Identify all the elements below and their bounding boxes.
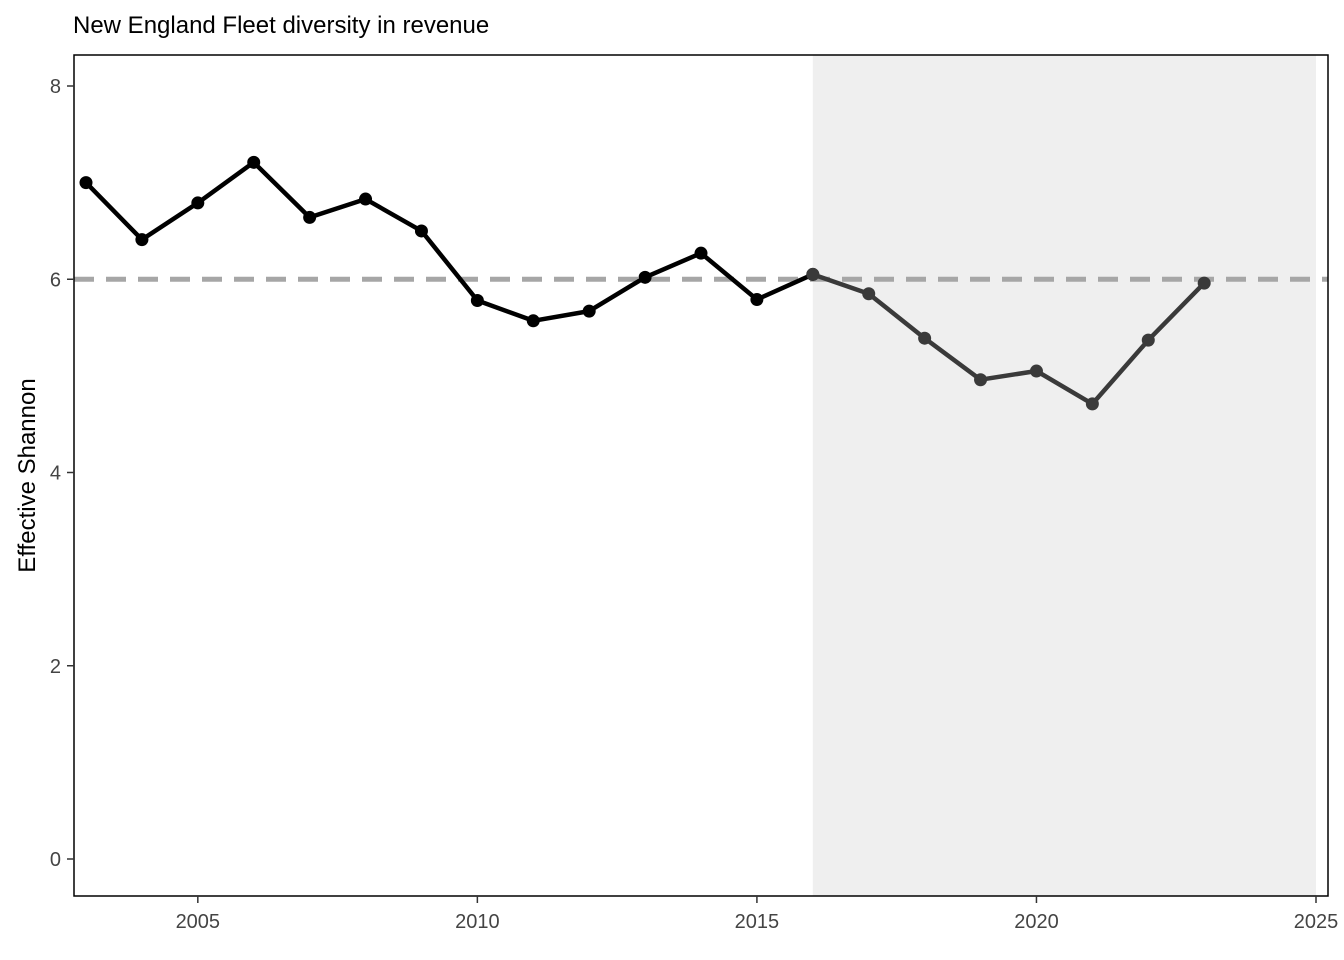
- x-tick-label: 2020: [1014, 911, 1059, 933]
- data-point: [694, 246, 708, 260]
- data-point: [974, 373, 988, 387]
- x-tick-label: 2015: [735, 911, 780, 933]
- x-tick-label: 2010: [455, 911, 500, 933]
- data-point: [806, 267, 820, 281]
- data-point: [1085, 397, 1099, 411]
- y-axis-label: Effective Shannon: [14, 378, 41, 572]
- data-point: [135, 233, 149, 247]
- data-point: [1029, 364, 1043, 378]
- data-point: [470, 294, 484, 308]
- y-tick-label: 4: [50, 463, 61, 485]
- series-line-2: [810, 272, 1207, 407]
- data-point: [79, 176, 93, 190]
- data-point: [526, 314, 540, 328]
- shaded-region: [812, 55, 1316, 896]
- data-point: [918, 331, 932, 345]
- data-point: [750, 293, 764, 307]
- data-point: [191, 196, 205, 210]
- data-point: [247, 155, 261, 169]
- data-point: [1197, 276, 1211, 290]
- axes-layer: 0 2 4 6 8 2005 2010 2015 2020 2025: [50, 76, 1338, 933]
- data-point: [638, 270, 652, 284]
- data-point: [582, 304, 596, 318]
- y-tick-label: 6: [50, 269, 61, 291]
- y-tick-label: 0: [50, 849, 61, 871]
- data-point: [359, 192, 373, 206]
- plot-panel-border: [73, 54, 1329, 897]
- data-point: [862, 287, 876, 301]
- data-point: [303, 210, 317, 224]
- series-layer: [79, 155, 1211, 411]
- series-line-1: [83, 160, 816, 324]
- y-tick-label: 2: [50, 656, 61, 678]
- x-tick-label: 2005: [176, 911, 221, 933]
- x-tick-label: 2025: [1294, 911, 1339, 933]
- data-point: [1141, 333, 1155, 347]
- shaded-region-layer: [812, 55, 1316, 896]
- y-tick-label: 8: [50, 76, 61, 98]
- data-point: [414, 224, 428, 238]
- chart-title: New England Fleet diversity in revenue: [73, 12, 489, 39]
